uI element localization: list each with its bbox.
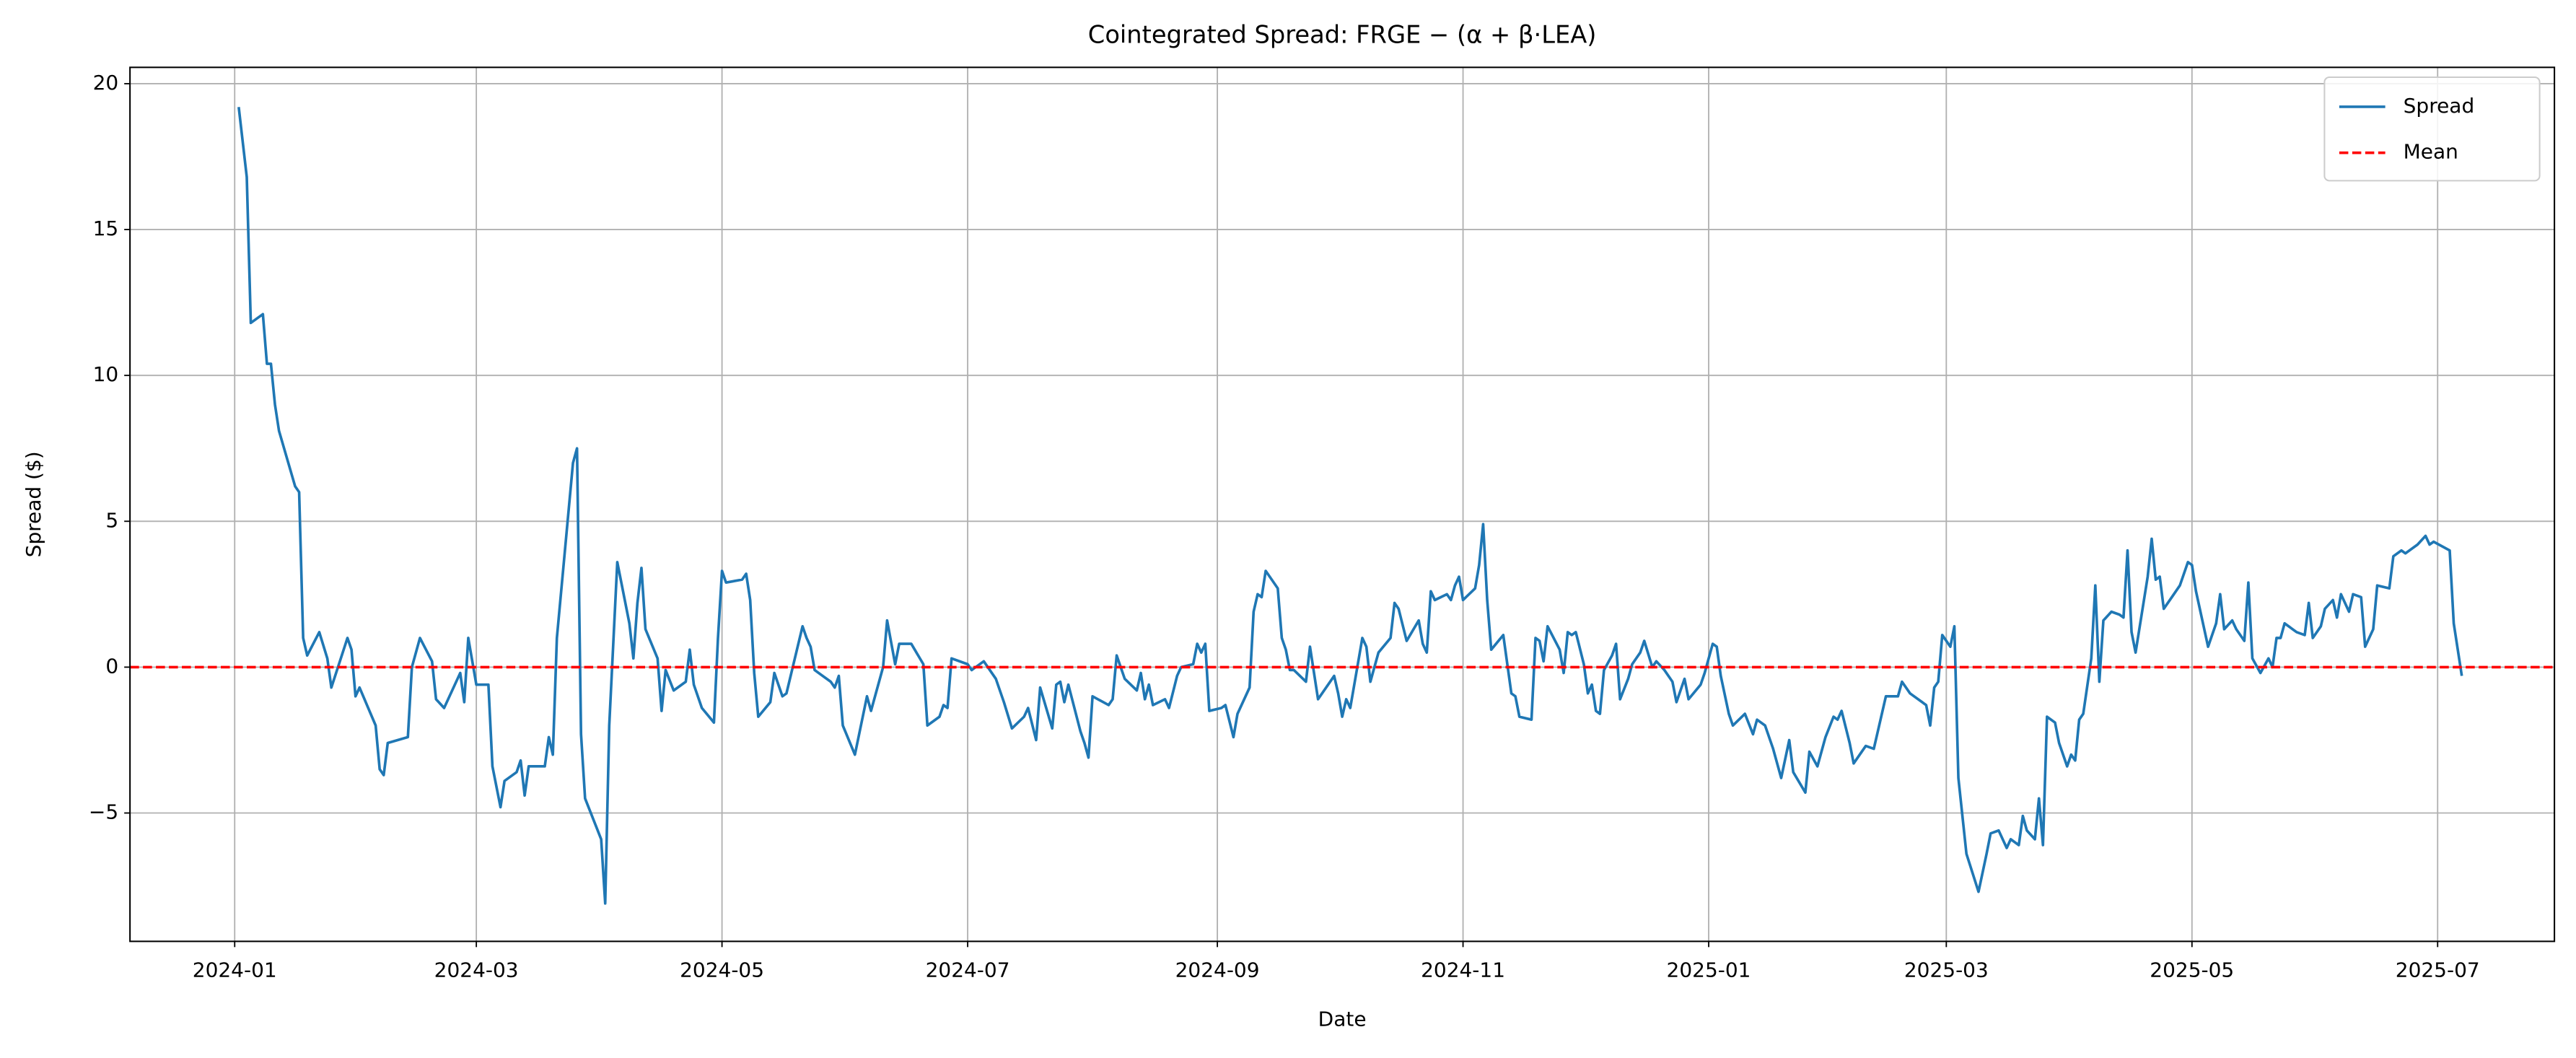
x-tick-label: 2025-05 — [2150, 958, 2234, 982]
ticks: −5 0 5 10 15 20 2024-01 2024-03 2024-05 2024-07 20… — [89, 71, 2480, 982]
grid — [130, 67, 2555, 942]
y-tick-label: 10 — [93, 362, 119, 386]
legend: Spread Mean — [2323, 76, 2541, 182]
y-axis-label: Spread ($) — [22, 451, 45, 557]
spread-line — [237, 107, 2463, 905]
x-tick-label: 2024-07 — [926, 958, 1010, 982]
x-tick-label: 2025-01 — [1667, 958, 1751, 982]
x-axis-label: Date — [1318, 1007, 1367, 1031]
y-tick-label: 5 — [105, 508, 118, 532]
x-tick-label: 2024-11 — [1421, 958, 1505, 982]
y-tick-label: 0 — [105, 654, 118, 678]
x-tick-label: 2025-03 — [1904, 958, 1989, 982]
y-tick-label: −5 — [89, 800, 118, 824]
legend-box — [2323, 76, 2541, 182]
x-tick-label: 2024-03 — [434, 958, 519, 982]
x-tick-label: 2024-09 — [1175, 958, 1260, 982]
chart-title: Cointegrated Spread: FRGE − (α + β·LEA) — [1088, 21, 1597, 49]
axes-frame — [129, 66, 2556, 943]
x-tick-label: 2024-05 — [680, 958, 764, 982]
x-tick-label: 2024-01 — [193, 958, 277, 982]
legend-label: Mean — [2404, 140, 2458, 164]
y-tick-label: 20 — [93, 71, 119, 95]
y-tick-label: 15 — [93, 217, 119, 240]
plot-area — [130, 107, 2555, 905]
legend-label: Spread — [2404, 94, 2475, 118]
x-tick-label: 2025-07 — [2396, 958, 2480, 982]
